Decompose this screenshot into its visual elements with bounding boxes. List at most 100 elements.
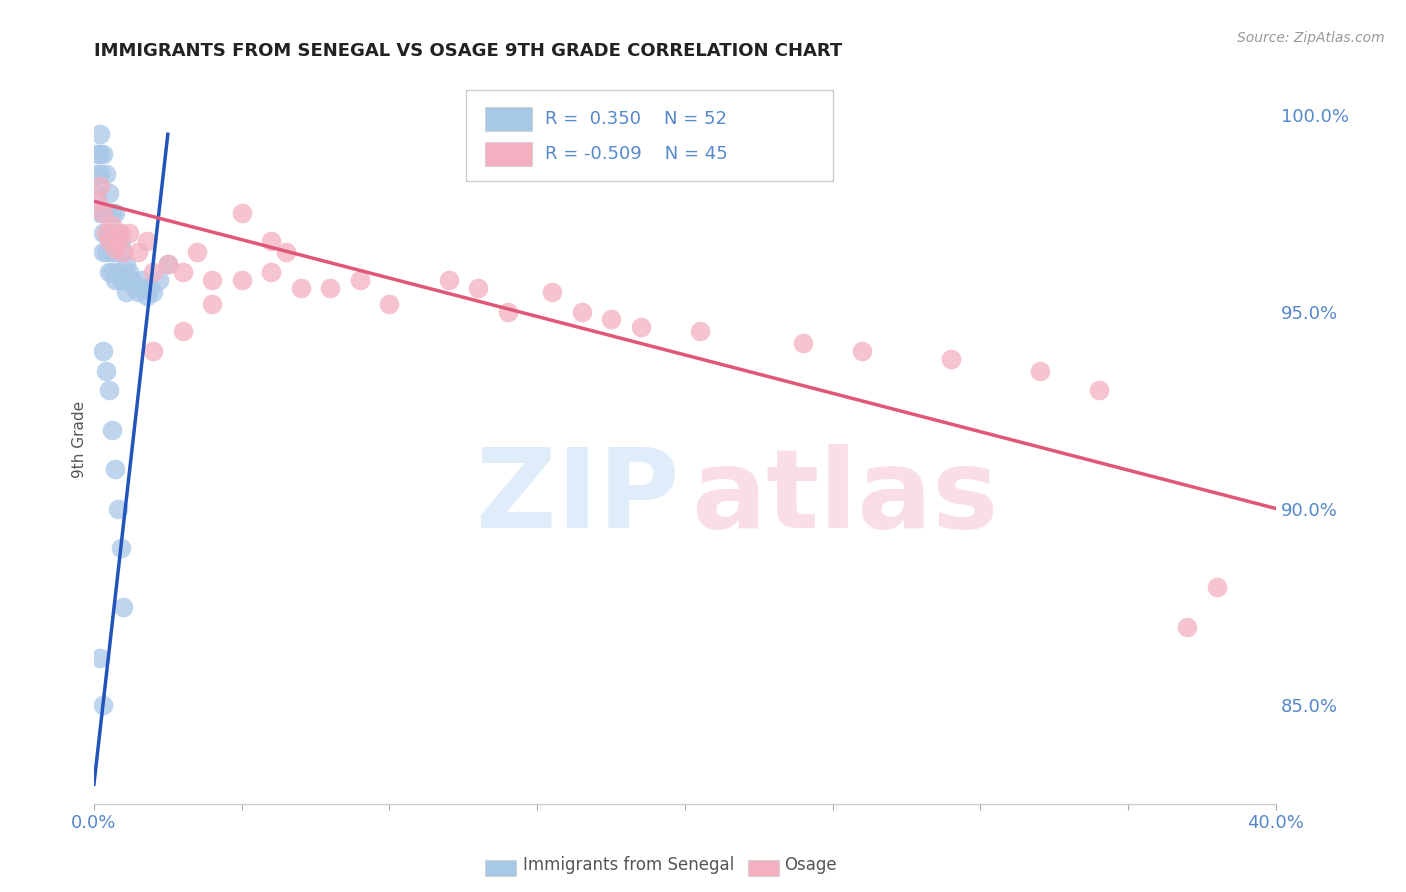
Point bbox=[100, 423, 122, 437]
Point bbox=[1205, 580, 1227, 594]
Point bbox=[134, 281, 156, 295]
Point bbox=[104, 242, 127, 256]
Point bbox=[136, 289, 159, 303]
Point bbox=[172, 265, 194, 279]
Point bbox=[97, 384, 120, 398]
Point bbox=[91, 226, 114, 240]
FancyBboxPatch shape bbox=[485, 107, 533, 130]
Point bbox=[260, 265, 283, 279]
Text: atlas: atlas bbox=[690, 444, 998, 551]
Point bbox=[86, 186, 108, 201]
Point bbox=[107, 265, 129, 279]
Point bbox=[89, 651, 111, 665]
Point bbox=[260, 234, 283, 248]
Point bbox=[156, 257, 179, 271]
Point bbox=[91, 698, 114, 713]
Point bbox=[94, 364, 117, 378]
Point bbox=[186, 245, 208, 260]
Point bbox=[496, 304, 519, 318]
Point bbox=[231, 273, 253, 287]
Point bbox=[104, 273, 127, 287]
Point bbox=[112, 600, 135, 615]
Point bbox=[349, 273, 371, 287]
Point bbox=[86, 147, 108, 161]
Point bbox=[107, 226, 129, 240]
Point bbox=[94, 167, 117, 181]
Point bbox=[129, 273, 152, 287]
Text: IMMIGRANTS FROM SENEGAL VS OSAGE 9TH GRADE CORRELATION CHART: IMMIGRANTS FROM SENEGAL VS OSAGE 9TH GRA… bbox=[94, 42, 842, 60]
Point bbox=[571, 304, 593, 318]
Point bbox=[541, 285, 564, 299]
Point bbox=[107, 501, 129, 516]
Point bbox=[94, 206, 117, 220]
Point bbox=[97, 226, 120, 240]
Point bbox=[689, 324, 711, 338]
Point bbox=[118, 265, 141, 279]
Point bbox=[89, 206, 111, 220]
Point bbox=[1087, 384, 1109, 398]
Point bbox=[201, 296, 224, 310]
Point bbox=[792, 336, 814, 351]
Point bbox=[142, 343, 165, 358]
Point bbox=[156, 257, 179, 271]
Point bbox=[110, 226, 132, 240]
Point bbox=[100, 245, 122, 260]
Point bbox=[139, 281, 162, 295]
Point bbox=[91, 147, 114, 161]
Text: ZIP: ZIP bbox=[475, 444, 679, 551]
Point bbox=[89, 167, 111, 181]
Point bbox=[89, 147, 111, 161]
Point bbox=[127, 285, 149, 299]
Point bbox=[121, 273, 143, 287]
Text: Source: ZipAtlas.com: Source: ZipAtlas.com bbox=[1237, 31, 1385, 45]
Point bbox=[1028, 364, 1050, 378]
Point bbox=[91, 245, 114, 260]
Point bbox=[89, 128, 111, 142]
Point bbox=[100, 218, 122, 232]
Point bbox=[274, 245, 297, 260]
Point bbox=[86, 194, 108, 209]
Point bbox=[136, 234, 159, 248]
Point bbox=[148, 273, 170, 287]
Point bbox=[142, 265, 165, 279]
Point bbox=[91, 206, 114, 220]
Point bbox=[939, 351, 962, 366]
Point bbox=[100, 206, 122, 220]
Point bbox=[112, 273, 135, 287]
Point bbox=[86, 167, 108, 181]
Text: Immigrants from Senegal: Immigrants from Senegal bbox=[523, 856, 734, 874]
Point bbox=[97, 186, 120, 201]
Point bbox=[127, 245, 149, 260]
Point bbox=[104, 245, 127, 260]
Point bbox=[1175, 620, 1198, 634]
Point bbox=[437, 273, 460, 287]
Point bbox=[107, 234, 129, 248]
Point bbox=[851, 343, 873, 358]
Point bbox=[100, 265, 122, 279]
FancyBboxPatch shape bbox=[485, 142, 533, 166]
Point bbox=[110, 273, 132, 287]
Point bbox=[142, 285, 165, 299]
Point bbox=[600, 312, 623, 326]
Point bbox=[467, 281, 489, 295]
Point bbox=[201, 273, 224, 287]
Point bbox=[91, 206, 114, 220]
Point bbox=[110, 234, 132, 248]
Text: Osage: Osage bbox=[785, 856, 837, 874]
FancyBboxPatch shape bbox=[467, 90, 832, 181]
Point bbox=[91, 343, 114, 358]
Point bbox=[104, 206, 127, 220]
Point bbox=[110, 541, 132, 555]
Y-axis label: 9th Grade: 9th Grade bbox=[72, 401, 87, 478]
Point bbox=[94, 226, 117, 240]
Point bbox=[231, 206, 253, 220]
Point bbox=[378, 296, 401, 310]
Point bbox=[89, 178, 111, 193]
Point bbox=[172, 324, 194, 338]
Point bbox=[124, 281, 146, 295]
Point bbox=[115, 257, 138, 271]
Point bbox=[112, 245, 135, 260]
Point bbox=[115, 285, 138, 299]
Point bbox=[319, 281, 342, 295]
Point bbox=[94, 245, 117, 260]
